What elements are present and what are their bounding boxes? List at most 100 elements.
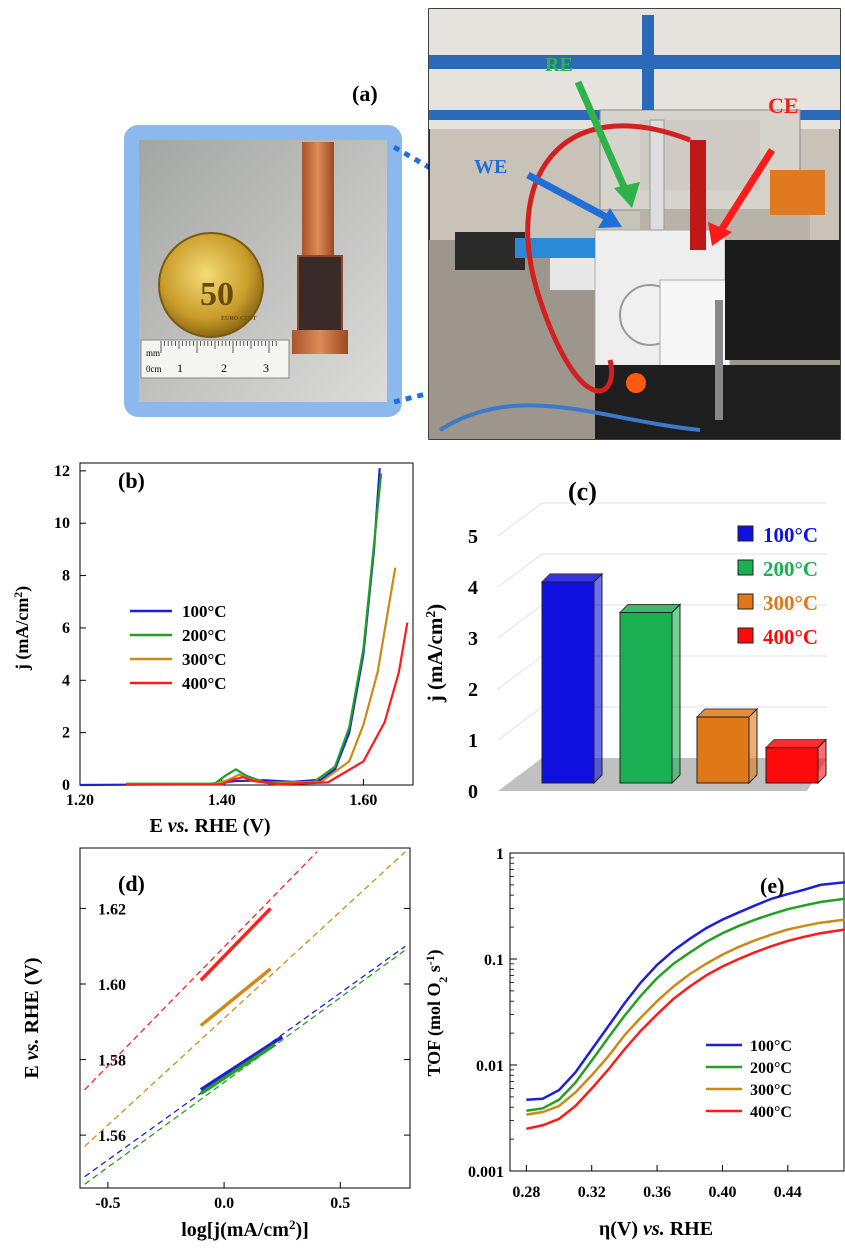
bar-side — [594, 574, 602, 783]
data-segment — [201, 969, 271, 1026]
x-tick-label: 1.40 — [208, 792, 236, 809]
y-tick-label: 8 — [62, 568, 70, 585]
series-line-300°C — [126, 568, 395, 784]
setup-photo — [429, 9, 840, 439]
panel-b-label: (b) — [118, 468, 145, 493]
panel-d-label: (d) — [118, 871, 145, 896]
copper-tape-bottom — [292, 330, 348, 354]
y-tick-label: 10 — [54, 515, 70, 532]
bar-top — [620, 605, 680, 613]
y-tick-label: 0 — [62, 777, 70, 794]
legend-swatch — [738, 560, 753, 575]
y-tick-label: 6 — [62, 620, 70, 637]
y-tick-label: 4 — [62, 672, 70, 689]
panel-a-figure: (a) 50 EURO CENT mm 0cm 1 2 3 — [0, 0, 845, 445]
re-label: RE — [545, 54, 573, 76]
y-tick-label: 12 — [54, 463, 70, 480]
y-tick-label: 2 — [468, 679, 478, 701]
y-tick-label: 3 — [468, 628, 478, 650]
bar-side — [749, 709, 757, 783]
bar-top — [766, 740, 826, 748]
legend-label: 400°C — [182, 674, 227, 693]
legend-label: 300°C — [763, 591, 818, 615]
y-tick-label: 0.01 — [476, 1058, 504, 1075]
fit-line — [85, 950, 406, 1184]
bar-side — [818, 740, 826, 783]
series-line-100°C — [80, 468, 380, 785]
ruler-mm-label: mm — [146, 348, 160, 358]
y-tick-label: 0.001 — [468, 1164, 504, 1181]
legend-swatch — [738, 594, 753, 609]
panel-e: 0.28 0.32 0.36 0.40 0.44 0.001 0.01 0.1 1 100°C 20… — [420, 843, 845, 1247]
x-tick-label: 0.5 — [330, 1195, 350, 1212]
ce-label: CE — [768, 93, 799, 118]
ruler-3-label: 3 — [263, 361, 269, 375]
panel-b-plot-area: 1.20 1.40 1.60 0 2 4 6 8 10 12 100°C 200°C 300°C 400°… — [12, 463, 414, 837]
data-segment — [201, 1037, 282, 1090]
x-tick-label: 0.0 — [214, 1195, 234, 1212]
y-tick-label: 0 — [468, 781, 478, 803]
y-axis-label: E vs. RHE (V) — [21, 957, 43, 1078]
bar-300°C — [697, 717, 749, 783]
y-tick-label: 1 — [496, 846, 504, 863]
x-axis-label: η(V) vs. RHE — [599, 1218, 713, 1240]
series-line-200°C — [526, 899, 845, 1111]
y-axis-label: j (mA/cm2) — [423, 604, 448, 703]
ruler-2-label: 2 — [221, 361, 227, 375]
x-tick-label: 1.60 — [349, 792, 377, 809]
ruler-0cm-label: 0cm — [146, 364, 162, 374]
electrode-sample — [298, 256, 342, 332]
legend-label: 100°C — [750, 1038, 792, 1055]
ruler-1-label: 1 — [177, 361, 183, 375]
x-tick-label: 0.32 — [578, 1184, 606, 1201]
data-segment — [201, 1044, 275, 1093]
panel-b: 1.20 1.40 1.60 0 2 4 6 8 10 12 100°C 200°C 300°C 400°… — [0, 448, 420, 843]
y-axis-label: j (mA/cm2) — [12, 586, 34, 671]
x-tick-label: -0.5 — [95, 1195, 120, 1212]
coin-subtext: EURO CENT — [221, 316, 257, 322]
panel-d-frame — [80, 848, 410, 1188]
panel-e-chart: 0.28 0.32 0.36 0.40 0.44 0.001 0.01 0.1 1 100°C 20… — [420, 843, 845, 1247]
bar-400°C — [766, 748, 818, 783]
legend-label: 200°C — [182, 626, 227, 645]
legend-label: 400°C — [763, 625, 818, 649]
legend-label: 300°C — [182, 650, 227, 669]
y-tick-label: 5 — [468, 526, 478, 548]
coin-value: 50 — [200, 276, 234, 313]
bar-100°C — [542, 582, 594, 783]
x-tick-label: 0.44 — [774, 1184, 802, 1201]
legend-label: 200°C — [750, 1060, 792, 1077]
y-tick-label: 0.1 — [484, 952, 504, 969]
x-axis-label: E vs. RHE (V) — [149, 815, 270, 837]
data-segment — [201, 908, 271, 980]
x-tick-label: 0.28 — [512, 1184, 540, 1201]
y-tick-label: 4 — [468, 577, 478, 599]
panel-e-label: (e) — [760, 873, 784, 898]
y-tick-label: 1.58 — [98, 1053, 126, 1070]
we-label: WE — [474, 156, 507, 178]
y-tick-label: 2 — [62, 725, 70, 742]
y-tick-label: 1.62 — [98, 901, 126, 918]
panel-b-chart: 1.20 1.40 1.60 0 2 4 6 8 10 12 100°C 200°C 300°C 400°… — [0, 448, 420, 843]
series-line-200°C — [126, 473, 381, 783]
panel-e-plot-area: 0.28 0.32 0.36 0.40 0.44 0.001 0.01 0.1 1 100°C 20… — [424, 846, 845, 1240]
legend-label: 200°C — [763, 557, 818, 581]
legend-swatch — [738, 526, 753, 541]
legend-swatch — [738, 628, 753, 643]
y-tick-label: 1 — [468, 730, 478, 752]
panel-e-frame — [510, 853, 844, 1171]
bar-top — [697, 709, 757, 717]
x-tick-label: 0.40 — [708, 1184, 736, 1201]
x-tick-label: 0.36 — [643, 1184, 671, 1201]
x-tick-label: 1.20 — [66, 792, 94, 809]
y-axis-label: TOF (mol O2 s-1) — [424, 949, 450, 1076]
bar-top — [542, 574, 602, 582]
legend-label: 100°C — [763, 523, 818, 547]
legend-label: 100°C — [182, 602, 227, 621]
